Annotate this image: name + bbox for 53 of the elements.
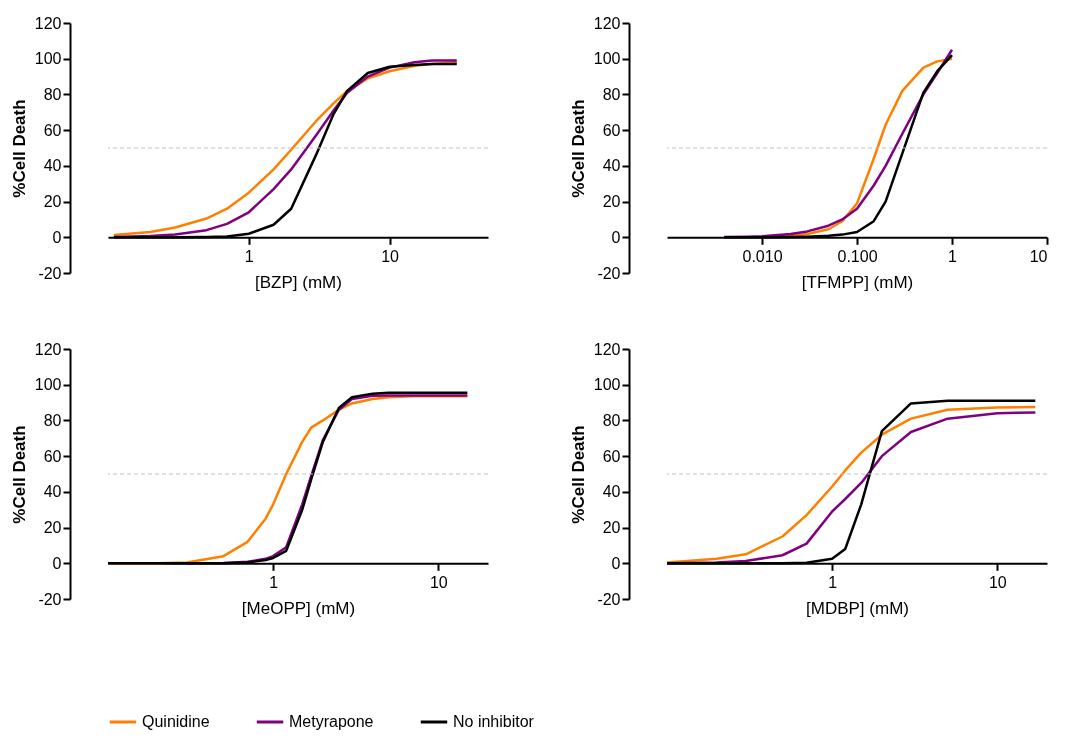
y-axis-title: %Cell Death: [9, 425, 29, 524]
y-tick-label: 80: [43, 85, 62, 103]
y-tick-label: 0: [611, 554, 621, 572]
y-tick-label: -20: [597, 590, 621, 608]
y-tick-label: 20: [602, 519, 621, 537]
y-tick-label: 20: [602, 193, 621, 211]
y-tick-label: 120: [34, 14, 62, 32]
x-axis-title: [MDBP] (mM): [806, 598, 909, 618]
y-tick-label: 120: [593, 340, 621, 358]
y-tick-label: 60: [43, 447, 62, 465]
y-tick-label: 20: [43, 519, 62, 537]
y-tick-label: 100: [593, 376, 621, 394]
y-tick-label: 40: [43, 483, 62, 501]
y-tick-label: 60: [602, 121, 621, 139]
x-tick-label: 10: [381, 247, 400, 265]
y-tick-label: 0: [611, 228, 621, 246]
y-tick-label: 20: [43, 193, 62, 211]
y-tick-label: 120: [593, 14, 621, 32]
y-tick-label: 120: [34, 340, 62, 358]
y-tick-label: 80: [602, 411, 621, 429]
x-tick-label: 0.010: [742, 247, 783, 265]
y-tick-label: 40: [43, 157, 62, 175]
x-tick-label: 1: [244, 247, 254, 265]
y-tick-label: -20: [38, 264, 62, 282]
x-tick-label: 10: [1029, 247, 1048, 265]
y-tick-label: 40: [602, 483, 621, 501]
legend-label: Metyrapone: [289, 713, 374, 730]
y-tick-label: 0: [52, 554, 62, 572]
x-axis-title: [TFMPP] (mM): [801, 272, 914, 292]
y-tick-label: 0: [52, 228, 62, 246]
y-tick-label: 60: [43, 121, 62, 139]
y-tick-label: 100: [34, 376, 62, 394]
y-axis-title: %Cell Death: [568, 425, 588, 524]
y-tick-label: 60: [602, 447, 621, 465]
x-tick-label: 0.100: [837, 247, 878, 265]
x-tick-label: 10: [988, 573, 1007, 591]
x-tick-label: 10: [429, 573, 448, 591]
x-tick-label: 1: [828, 573, 838, 591]
y-tick-label: 80: [43, 411, 62, 429]
y-tick-label: 80: [602, 85, 621, 103]
y-tick-label: 100: [34, 50, 62, 68]
y-tick-label: 40: [602, 157, 621, 175]
x-axis-title: [MeOPP] (mM): [241, 598, 356, 618]
y-axis-title: %Cell Death: [568, 99, 588, 198]
y-tick-label: -20: [38, 590, 62, 608]
legend-label: No inhibitor: [453, 713, 535, 730]
x-axis-title: [BZP] (mM): [255, 272, 342, 292]
y-tick-label: 100: [593, 50, 621, 68]
legend-label: Quinidine: [142, 713, 210, 730]
y-tick-label: -20: [597, 264, 621, 282]
y-axis-title: %Cell Death: [9, 99, 29, 198]
x-tick-label: 1: [948, 247, 958, 265]
x-tick-label: 1: [269, 573, 279, 591]
